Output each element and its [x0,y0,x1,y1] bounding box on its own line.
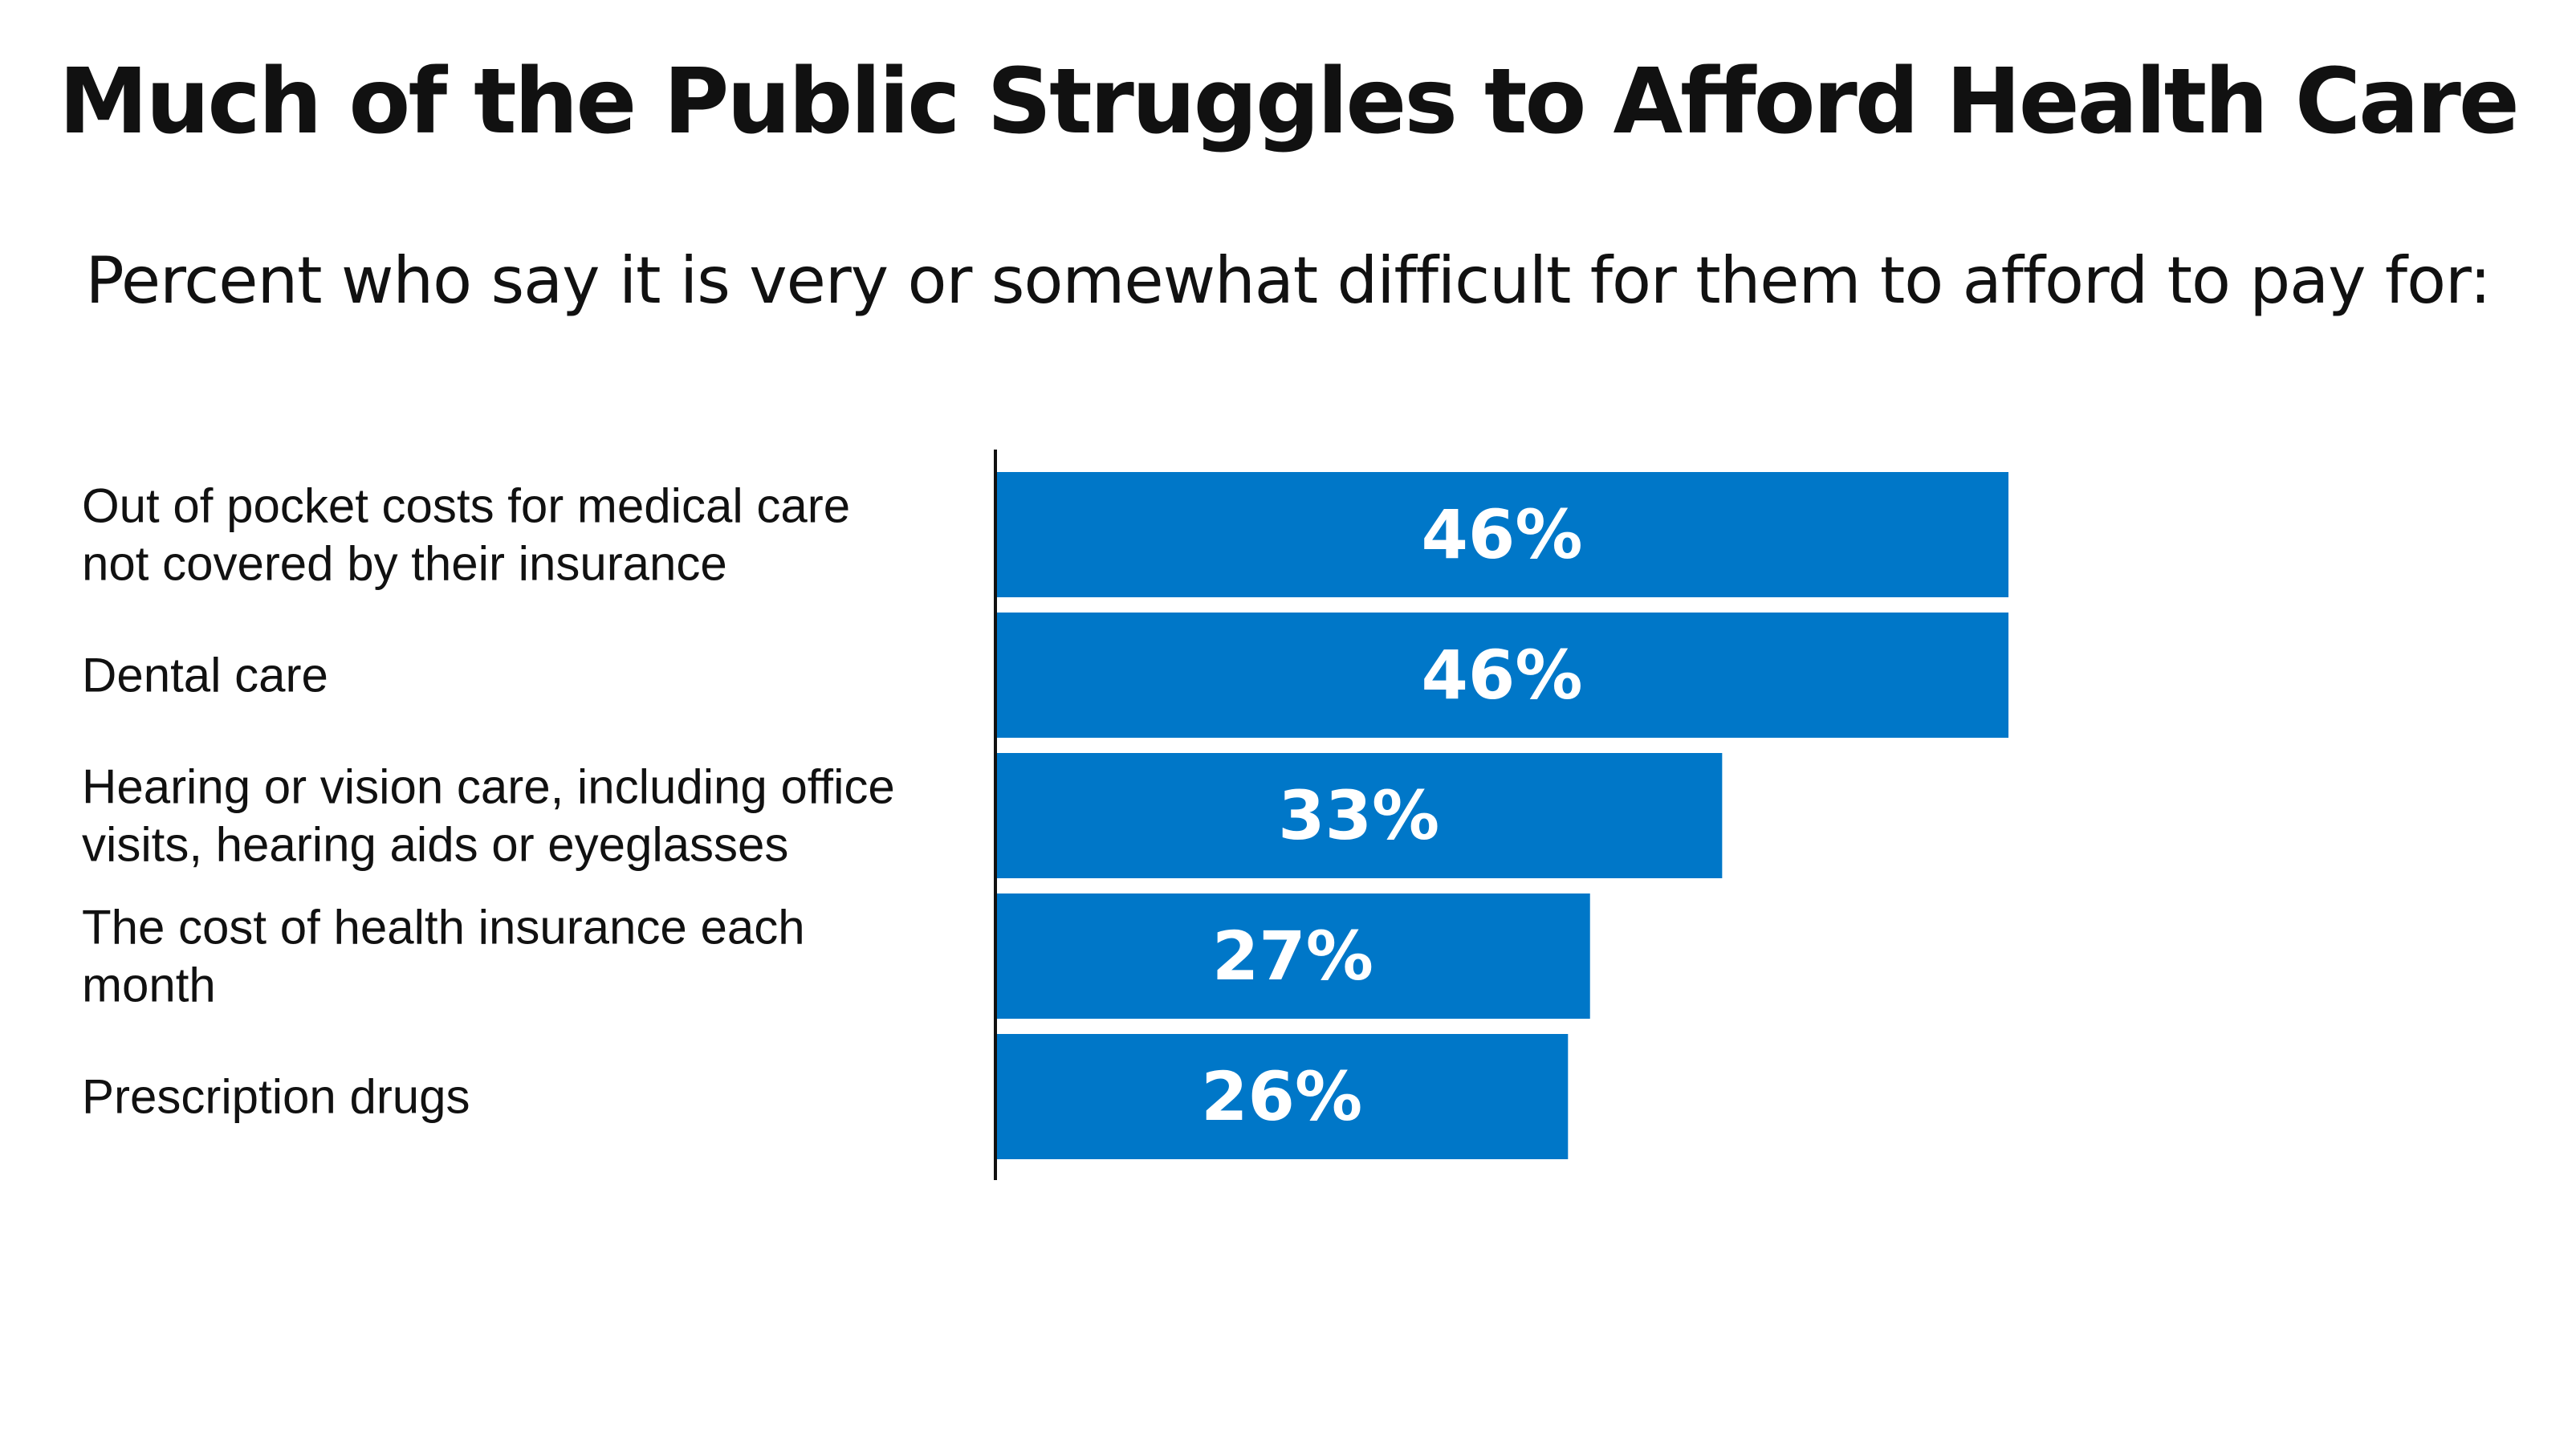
category-label-1: Out of pocket costs for medical care not … [82,479,850,591]
chart-subtitle: Percent who say it is very or somewhat d… [85,243,2492,318]
bar-value-label-2: 46% [1421,636,1582,714]
category-label-line: Prescription drugs [82,1070,470,1124]
bar-value-label-1: 46% [1421,495,1582,574]
category-label-line: not covered by their insurance [82,537,727,591]
bar-2 [995,613,2008,738]
bar-5 [995,1034,1569,1159]
category-label-line: The cost of health insurance each [82,901,805,955]
category-label-line: Dental care [82,649,328,702]
bar-1 [995,472,2008,597]
bar-value-label-3: 33% [1278,776,1439,855]
category-label-line: Hearing or vision care, including office [82,760,895,814]
bar-4 [995,893,1590,1019]
category-label-line: Out of pocket costs for medical care [82,479,850,533]
bar-value-label-5: 26% [1201,1057,1362,1136]
category-label-3: Hearing or vision care, including office… [82,760,895,872]
category-label-2: Dental care [82,649,328,702]
bar-3 [995,753,1723,878]
category-label-4: The cost of health insurance each month [82,901,805,1012]
bar-value-label-4: 27% [1212,917,1373,995]
chart-title: Much of the Public Struggles to Afford H… [59,50,2520,154]
category-label-line: month [82,959,216,1012]
category-label-line: visits, hearing aids or eyeglasses [82,818,788,872]
category-label-5: Prescription drugs [82,1070,470,1124]
